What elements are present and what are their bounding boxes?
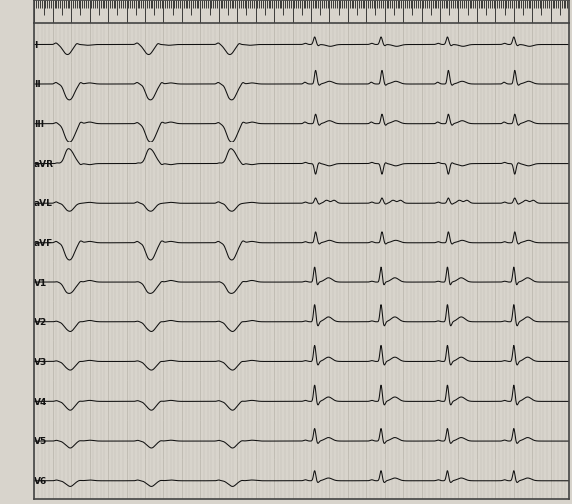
- Text: III: III: [34, 120, 44, 129]
- Text: V4: V4: [34, 398, 47, 407]
- Text: aVL: aVL: [34, 199, 53, 208]
- Text: II: II: [34, 80, 41, 89]
- Text: V5: V5: [34, 437, 47, 447]
- Text: aVF: aVF: [34, 239, 53, 248]
- Text: aVR: aVR: [34, 160, 54, 169]
- Text: V1: V1: [34, 279, 47, 288]
- Text: V3: V3: [34, 358, 47, 367]
- Text: V6: V6: [34, 477, 47, 486]
- Text: I: I: [34, 40, 37, 49]
- Text: V2: V2: [34, 319, 47, 328]
